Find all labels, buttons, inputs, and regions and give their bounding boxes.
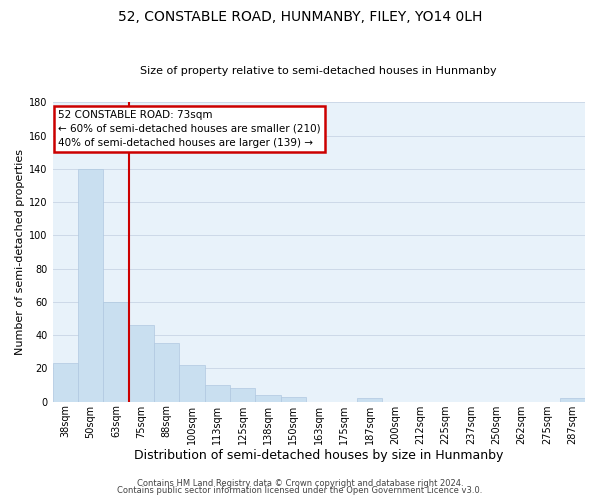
Bar xyxy=(78,169,103,402)
Bar xyxy=(179,365,205,402)
Bar xyxy=(256,395,281,402)
Bar xyxy=(357,398,382,402)
Text: Contains public sector information licensed under the Open Government Licence v3: Contains public sector information licen… xyxy=(118,486,482,495)
Text: Contains HM Land Registry data © Crown copyright and database right 2024.: Contains HM Land Registry data © Crown c… xyxy=(137,478,463,488)
Bar xyxy=(230,388,256,402)
Y-axis label: Number of semi-detached properties: Number of semi-detached properties xyxy=(15,149,25,355)
Bar xyxy=(281,396,306,402)
Bar xyxy=(560,398,585,402)
Title: Size of property relative to semi-detached houses in Hunmanby: Size of property relative to semi-detach… xyxy=(140,66,497,76)
Bar xyxy=(205,385,230,402)
Bar xyxy=(103,302,128,402)
Text: 52 CONSTABLE ROAD: 73sqm
← 60% of semi-detached houses are smaller (210)
40% of : 52 CONSTABLE ROAD: 73sqm ← 60% of semi-d… xyxy=(58,110,320,148)
Text: 52, CONSTABLE ROAD, HUNMANBY, FILEY, YO14 0LH: 52, CONSTABLE ROAD, HUNMANBY, FILEY, YO1… xyxy=(118,10,482,24)
Bar xyxy=(154,344,179,402)
Bar xyxy=(53,364,78,402)
Bar xyxy=(128,325,154,402)
X-axis label: Distribution of semi-detached houses by size in Hunmanby: Distribution of semi-detached houses by … xyxy=(134,450,503,462)
